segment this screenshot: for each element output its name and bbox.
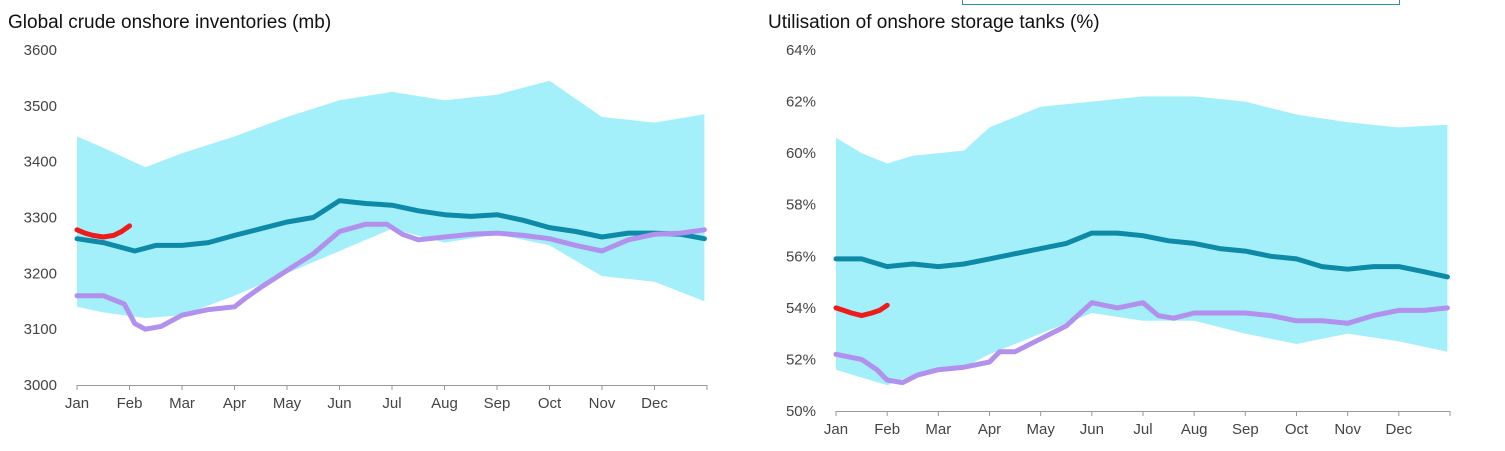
inv-x-tick-label: Jul [382,395,401,412]
util-x-tick-label: Nov [1334,421,1361,438]
inv-x-tick-label: Jan [65,395,89,412]
inv-x-tick-label: Jun [327,395,351,412]
inventories-chart: Jan Feb Mar Apr May Jun Jul Aug Sep Oct Nov Dec 3000… [24,42,708,412]
inv-x-tick-label: Oct [538,395,562,412]
inv-y-tick-label: 3400 [24,154,57,171]
util-y-tick-label: 54% [786,300,816,317]
util-x-tick-label: Jul [1133,421,1152,438]
util-x-tick-label: Apr [978,421,1001,438]
util-x-tick-label: Sep [1232,421,1259,438]
util-series-average [833,230,1450,280]
inv-range-band [77,80,705,318]
chart-title-inventories: Global crude onshore inventories (mb) [8,12,332,33]
util-x-tick-label: Oct [1285,421,1309,438]
inv-series-previous-year [74,221,707,332]
util-y-tick-label: 58% [786,197,816,214]
util-range-band [836,96,1448,386]
inv-y-tick-label: 3200 [24,265,57,282]
util-x-tick-label: Mar [925,421,951,438]
util-x-tick-label: Feb [874,421,900,438]
inv-x-tick-label: Feb [117,395,143,412]
inv-y-tick-label: 3600 [24,42,57,59]
util-series-current-year [833,302,890,319]
top-frame-box [962,0,1400,5]
util-x-tick-label: Aug [1181,421,1208,438]
inv-x-tick-label: Dec [641,395,668,412]
util-x-tick-label: May [1026,421,1055,438]
util-y-tick-label: 60% [786,145,816,162]
inv-series-current-year [74,223,132,240]
inv-y-tick-label: 3300 [24,210,57,227]
inv-x-tick-label: Aug [431,395,458,412]
inv-y-tick-label: 3500 [24,98,57,115]
chart-title-utilisation: Utilisation of onshore storage tanks (%) [768,12,1100,33]
inv-y-tick-label: 3100 [24,321,57,338]
util-x-tick-label: Jan [824,421,848,438]
util-series-previous-year [833,300,1450,386]
inv-x-tick-label: Apr [223,395,246,412]
util-y-tick-label: 56% [786,248,816,265]
inv-series-average [74,198,707,254]
inv-x-tick-label: Sep [484,395,511,412]
util-y-tick-label: 52% [786,351,816,368]
inv-x-tick-label: Nov [589,395,616,412]
util-y-tick-label: 62% [786,94,816,111]
util-y-tick-label: 64% [786,42,816,59]
inv-x-tick-label: Mar [169,395,195,412]
inv-x-tick-label: May [273,395,302,412]
util-y-tick-label: 50% [786,403,816,420]
inv-y-tick-label: 3000 [24,377,57,394]
util-x-tick-label: Jun [1080,421,1104,438]
util-x-tick-label: Dec [1385,421,1412,438]
